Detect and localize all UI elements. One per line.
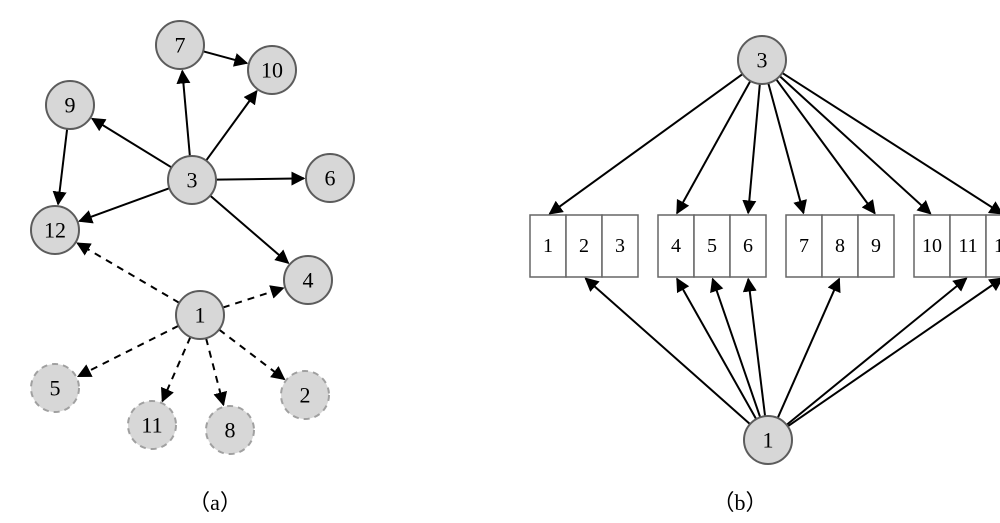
panel-a-nodes: 7 10 9 3 6 12 4 1 5 2 11 8 [31, 21, 354, 454]
b-edge-top-1-2 [748, 84, 760, 213]
edge-3-6 [216, 178, 304, 179]
cell-6-label: 6 [743, 235, 753, 257]
node-1: 1 [176, 291, 224, 339]
cell-1-label: 1 [543, 235, 553, 257]
edge-3-10 [206, 91, 257, 161]
node-3-label: 3 [187, 168, 198, 193]
node-5: 5 [31, 364, 79, 412]
node-4: 4 [284, 256, 332, 304]
b-node-top-label: 3 [757, 48, 768, 73]
cell-6: 6 [730, 215, 766, 277]
edge-3-4 [210, 196, 288, 263]
node-2-label: 2 [300, 383, 311, 408]
edge-1-4 [223, 288, 283, 308]
b-edge-bot-3-2 [788, 278, 1000, 426]
cell-11-label: 11 [958, 235, 977, 257]
b-edge-bot-1-0 [677, 279, 756, 419]
b-edge-top-0-0 [550, 74, 743, 214]
b-edge-bot-3-1 [787, 278, 967, 425]
node-2: 2 [281, 371, 329, 419]
node-9-label: 9 [65, 93, 76, 118]
node-9: 9 [46, 81, 94, 129]
edge-7-10 [203, 51, 247, 63]
edge-3-7 [182, 71, 190, 156]
b-edge-top-3-0 [780, 76, 931, 213]
b-edge-bot-0-1 [585, 278, 750, 424]
cell-10-label: 10 [922, 235, 942, 257]
b-node-bottom: 1 [744, 416, 792, 464]
edge-1-5 [78, 326, 178, 377]
cell-5-label: 5 [707, 235, 717, 257]
node-5-label: 5 [50, 376, 61, 401]
node-6: 6 [306, 154, 354, 202]
b-edge-top-2-0 [768, 83, 803, 213]
node-4-label: 4 [303, 268, 314, 293]
edge-1-2 [219, 330, 284, 380]
cell-11: 11 [950, 215, 986, 277]
edge-1-12 [77, 243, 179, 303]
node-10-label: 10 [261, 58, 283, 83]
node-7: 7 [156, 21, 204, 69]
b-edge-top-1-0 [677, 81, 750, 213]
node-8-label: 8 [225, 418, 236, 443]
edge-1-11 [162, 337, 190, 401]
node-10: 10 [248, 46, 296, 94]
b-edge-top-3-2 [782, 73, 1000, 214]
cell-4-label: 4 [671, 235, 681, 257]
edge-3-9 [92, 119, 171, 168]
node-6-label: 6 [325, 166, 336, 191]
cell-9: 9 [858, 215, 894, 277]
b-edge-top-2-2 [776, 79, 875, 213]
cell-3-label: 3 [615, 235, 625, 257]
node-7-label: 7 [175, 33, 186, 58]
b-node-top: 3 [738, 36, 786, 84]
cell-8-label: 8 [835, 235, 845, 257]
cell-7: 7 [786, 215, 822, 277]
cell-4: 4 [658, 215, 694, 277]
node-8: 8 [206, 406, 254, 454]
cell-1: 1 [530, 215, 566, 277]
cell-12: 12 [986, 215, 1000, 277]
edge-3-12 [79, 188, 169, 221]
edge-9-12 [58, 129, 67, 204]
cell-12-label: 12 [994, 235, 1000, 257]
node-11-label: 11 [141, 413, 162, 438]
cell-8: 8 [822, 215, 858, 277]
cell-2-label: 2 [579, 235, 589, 257]
edge-1-8 [206, 338, 223, 405]
node-1-label: 1 [195, 303, 206, 328]
cell-9-label: 9 [871, 235, 881, 257]
cell-7-label: 7 [799, 235, 809, 257]
node-3: 3 [168, 156, 216, 204]
panel-b-cells: 123456789101112 [530, 215, 1000, 277]
subfig-label-b: （b） [712, 490, 767, 515]
node-12: 12 [31, 206, 79, 254]
b-edge-bot-1-2 [748, 279, 765, 416]
subfig-label-a: （a） [188, 490, 242, 515]
b-node-bottom-label: 1 [763, 428, 774, 453]
cell-5: 5 [694, 215, 730, 277]
node-12-label: 12 [44, 218, 66, 243]
figure-svg: 71093612415211812345678910111231（a）（b） [0, 0, 1000, 523]
cell-10: 10 [914, 215, 950, 277]
cell-2: 2 [566, 215, 602, 277]
cell-3: 3 [602, 215, 638, 277]
node-11: 11 [128, 401, 176, 449]
